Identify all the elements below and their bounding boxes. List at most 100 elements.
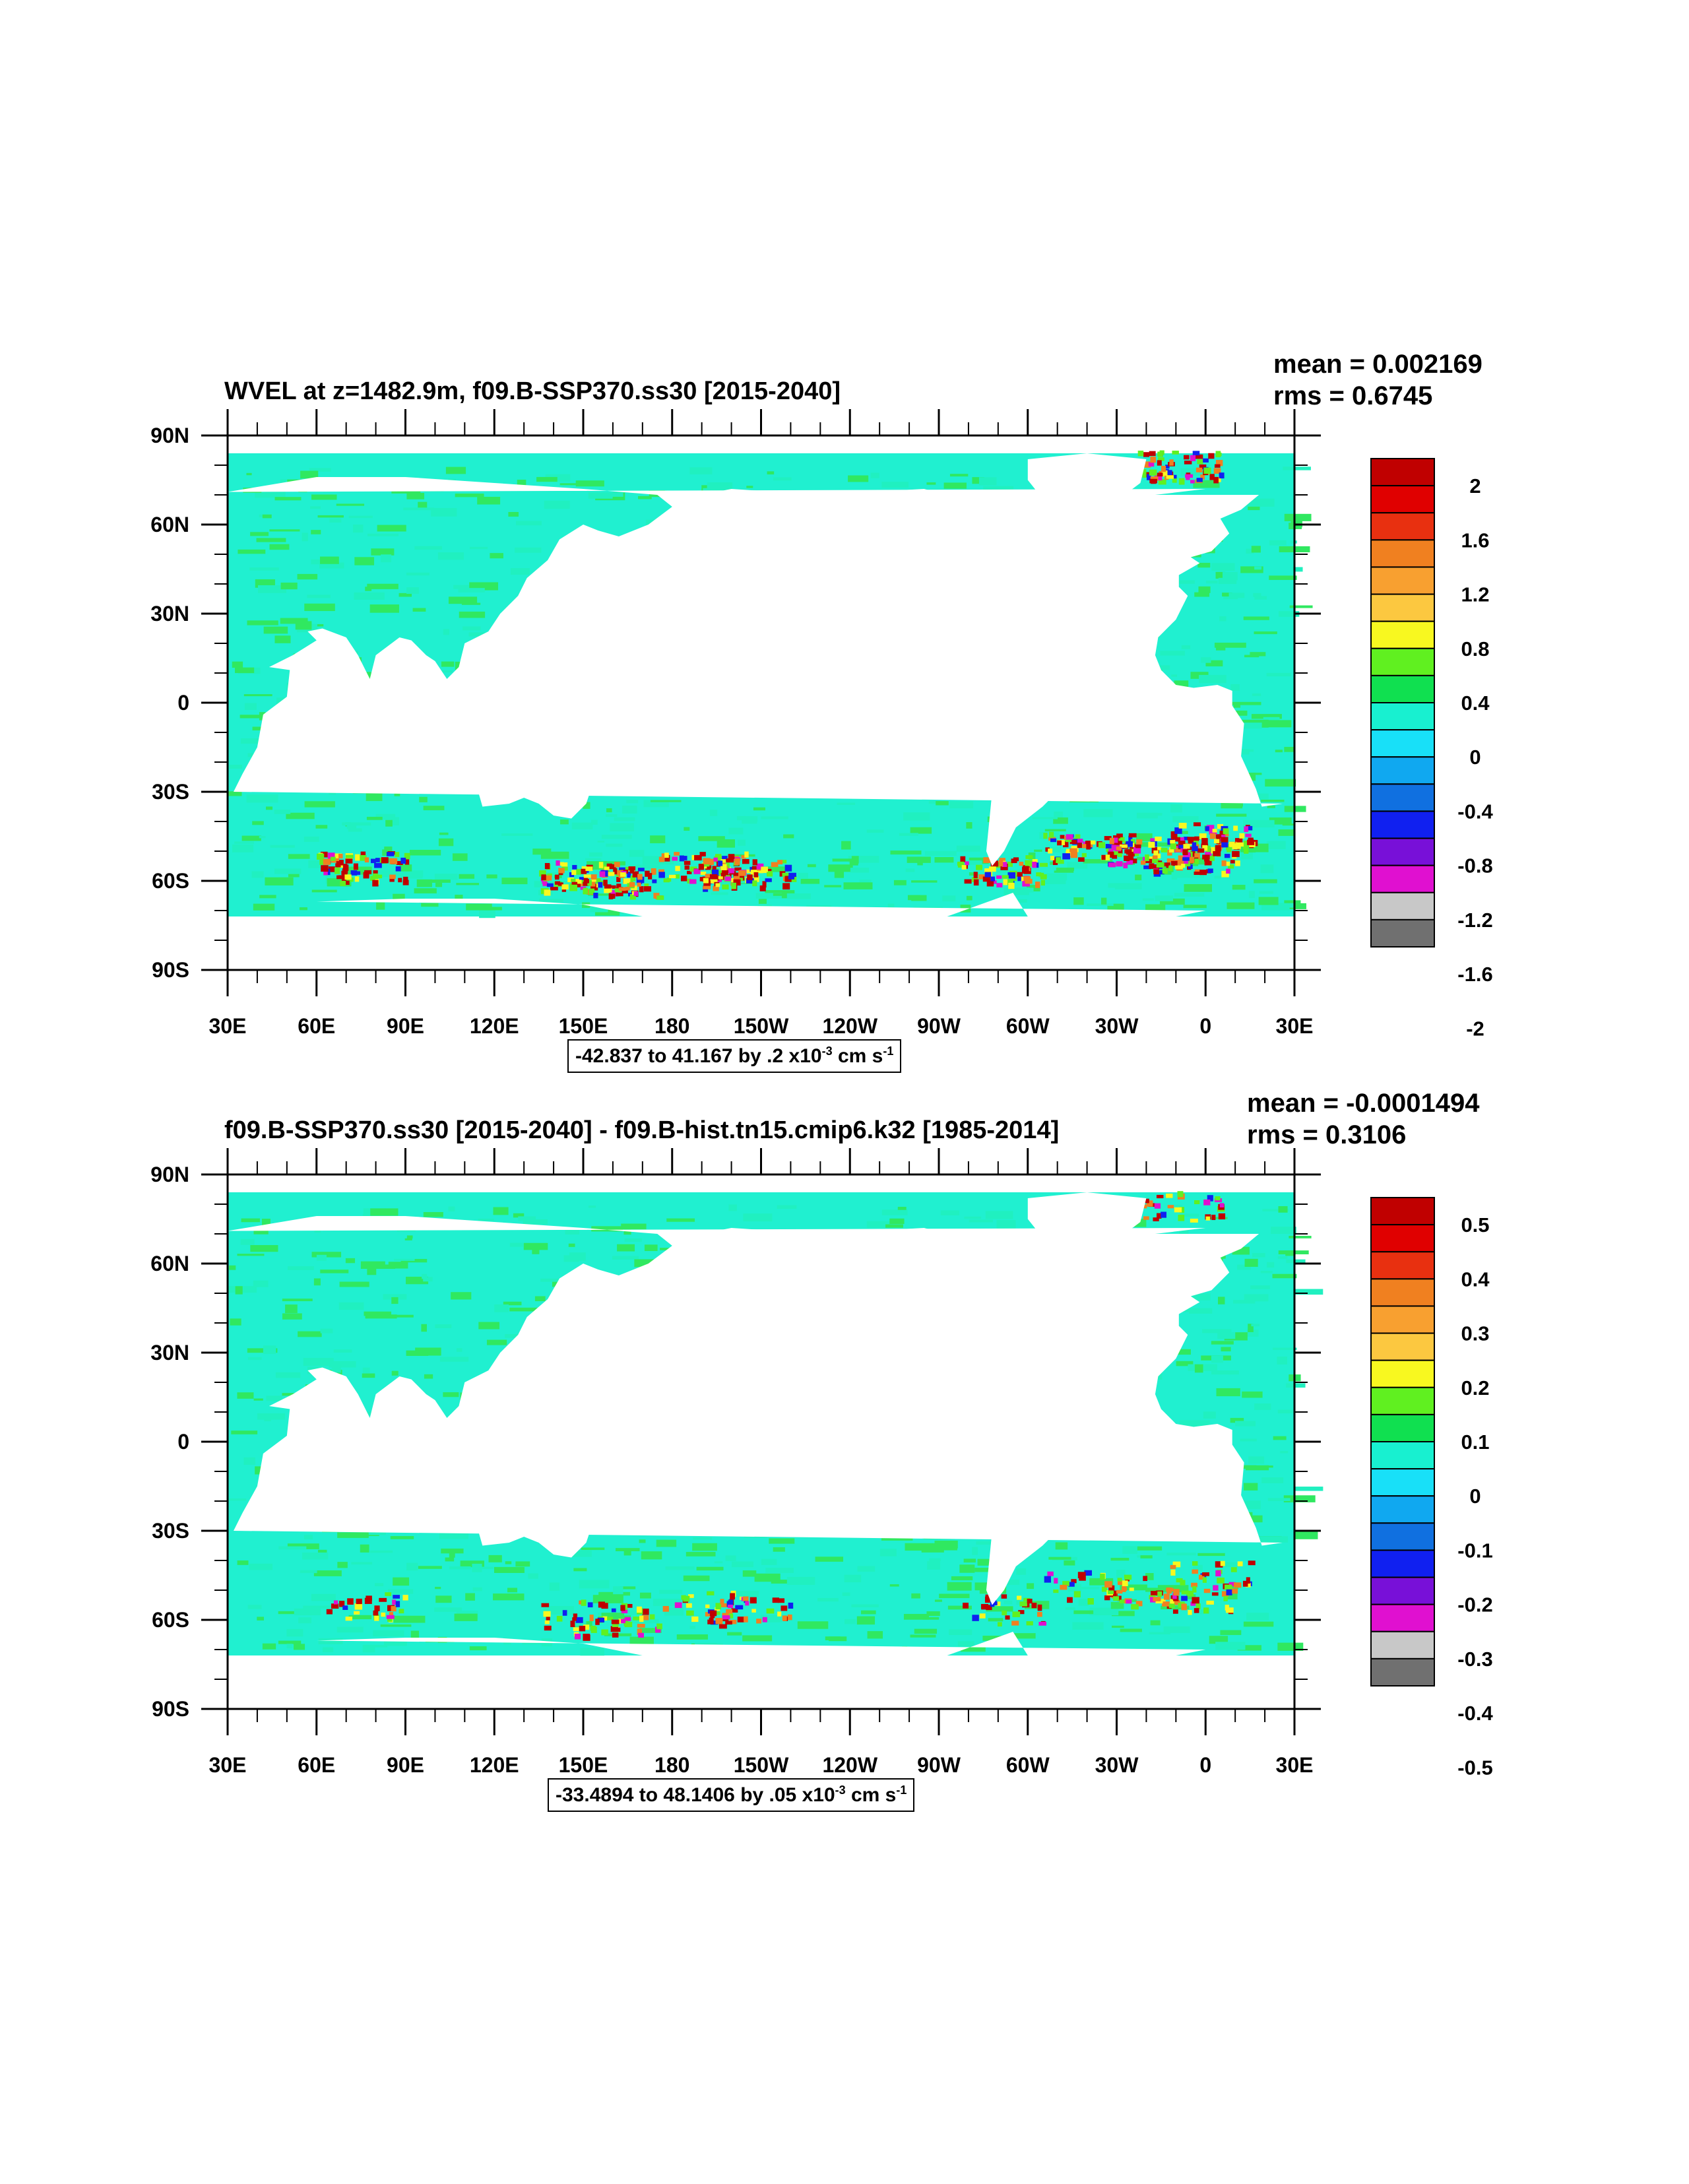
anomaly-cell [1175,848,1182,852]
anomaly-cell [1180,837,1184,844]
ocean-patch [926,1611,940,1617]
anomaly-cell [601,864,606,871]
ocean-patch [421,903,439,907]
anomaly-cell [1077,1572,1086,1578]
ocean-patch [947,1605,972,1610]
ocean-patch [478,1219,494,1221]
anomaly-cell [761,866,769,872]
ocean-patch [369,1644,388,1648]
anomaly-cell [651,868,655,875]
ocean-patch [397,1229,416,1232]
ocean-patch [243,1457,255,1465]
anomaly-cell [1170,840,1176,844]
colorbar-label: 0.1 [1461,1430,1489,1454]
anomaly-cell [1215,845,1221,852]
anomaly-cell [1035,882,1040,888]
anomaly-cell [1131,858,1137,864]
ocean-patch [1252,693,1261,696]
lat-label: 0 [177,1430,189,1454]
ocean-patch [1251,714,1282,719]
anomaly-cell [1002,875,1009,879]
ocean-patch [320,1328,333,1333]
anomaly-cell [1248,1560,1256,1566]
anomaly-cell [597,1617,605,1622]
anomaly-cell [1221,870,1229,878]
anomaly-cell [363,872,369,879]
ocean-patch [367,533,399,536]
ocean-patch [581,1547,605,1551]
ocean-patch [331,1366,341,1373]
ocean-patch [620,1586,636,1590]
anomaly-cell [1146,1200,1153,1207]
anomaly-cell [1054,1578,1058,1584]
ocean-patch [324,872,340,875]
anomaly-cell [784,864,792,872]
ocean-patch [1220,1630,1242,1635]
ocean-patch [262,514,272,519]
anomaly-cell [725,1621,732,1625]
colorbar-box [1370,1359,1435,1388]
anomaly-cell [633,1616,641,1621]
anomaly-cell [1226,1589,1232,1595]
ocean-patch [613,1586,623,1595]
anomaly-cell [710,1621,718,1625]
ocean-patch [580,1648,604,1656]
ocean-patch [959,1564,975,1573]
anomaly-cell [1150,838,1155,842]
anomaly-cell [689,879,697,884]
ocean-patch [1221,802,1243,809]
anomaly-cell [1242,1580,1248,1587]
anomaly-cell [1170,843,1176,850]
anomaly-cell [1023,1597,1031,1601]
ocean-patch [934,1599,942,1602]
ocean-patch [1230,1417,1244,1423]
anomaly-cell [641,1615,649,1621]
ocean-patch [769,1538,795,1544]
ocean-patch [1089,1578,1114,1586]
ocean-patch [419,796,428,802]
ocean-patch [1185,857,1213,865]
anomaly-cell [1155,836,1162,841]
ocean-patch [229,1265,236,1270]
ocean-patch [478,1322,499,1330]
ocean-patch [617,1244,635,1252]
ocean-patch [303,1605,334,1609]
anomaly-cell [1223,1595,1228,1601]
anomaly-cell [1116,841,1122,847]
lon-label: 150W [734,1753,789,1777]
colorbar-box [1370,566,1435,595]
anomaly-cell [982,876,991,882]
ocean-patch [1267,1262,1275,1268]
ocean-patch [1072,1622,1104,1630]
anomaly-cell [1178,478,1185,485]
ocean-patch [303,1535,313,1540]
ocean-patch [1150,1620,1161,1626]
ocean-patch [348,515,373,519]
ocean-patch [263,626,288,634]
anomaly-cell [712,866,717,870]
anomaly-cell [1016,872,1023,877]
ocean-patch [406,1276,429,1285]
land-australia [476,735,592,819]
ocean-patch [232,661,243,668]
anomaly-cell [392,1599,397,1605]
ocean-patch [493,1207,509,1215]
anomaly-cell [1173,1589,1180,1596]
ocean-patch [717,839,735,848]
ocean-patch [559,819,569,825]
anomaly-cell [1075,834,1081,839]
anomaly-cell [1040,880,1045,886]
anomaly-cell [756,1619,762,1624]
ocean-patch [238,549,266,554]
ocean-patch [422,1273,428,1279]
anomaly-cell [1215,460,1223,466]
ocean-patch [406,572,430,576]
colorbar-box [1370,1603,1435,1632]
ocean-patch [709,880,738,885]
ocean-patch [1233,1300,1256,1304]
anomaly-cell [623,878,631,884]
anomaly-cell [1218,1213,1226,1220]
anomaly-cell [575,883,581,887]
ocean-patch [881,1537,913,1541]
ocean-patch [375,814,396,820]
